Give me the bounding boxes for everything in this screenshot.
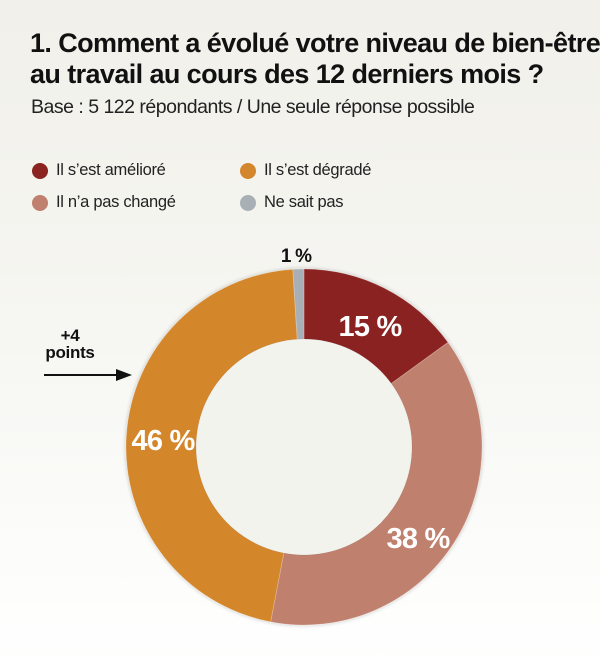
title-line-1: 1. Comment a évolué votre niveau de bien…: [30, 28, 600, 58]
legend-label: Ne sait pas: [264, 193, 344, 211]
slice-label-ameliore: 15 %: [339, 311, 403, 343]
subtitle: Base : 5 122 répondants / Une seule répo…: [31, 96, 475, 118]
legend-label: Il s’est amélioré: [56, 161, 166, 179]
legend-item-pas-change: Il n’a pas changé: [32, 193, 176, 212]
slice-label-pas-change: 38 %: [387, 523, 451, 555]
legend-item-ameliore: Il s’est amélioré: [32, 161, 166, 180]
legend-swatch: [240, 162, 256, 179]
legend-swatch: [32, 194, 48, 211]
legend-item-ne-sait-pas: Ne sait pas: [240, 193, 344, 212]
arrow-right-icon: [44, 369, 132, 381]
title-line-2: au travail au cours des 12 derniers mois…: [30, 59, 544, 89]
donut-labels: 15 % 38 % 46 % 1 %: [132, 246, 452, 555]
legend-item-degrade: Il s’est dégradé: [240, 161, 371, 180]
slice-label-ne-sait-pas: 1 %: [281, 246, 312, 267]
annotation-value: +4: [60, 326, 80, 345]
legend-label: Il s’est dégradé: [264, 161, 372, 179]
donut-hole: [195, 338, 413, 556]
legend-swatch: [240, 194, 256, 211]
annotation-change: +4 points: [40, 327, 100, 361]
chart-title: 1. Comment a évolué votre niveau de bien…: [30, 28, 600, 90]
slice-label-degrade: 46 %: [132, 425, 196, 457]
legend-label: Il n’a pas changé: [56, 193, 176, 211]
annotation-unit: points: [45, 343, 95, 362]
legend-swatch: [32, 162, 48, 179]
